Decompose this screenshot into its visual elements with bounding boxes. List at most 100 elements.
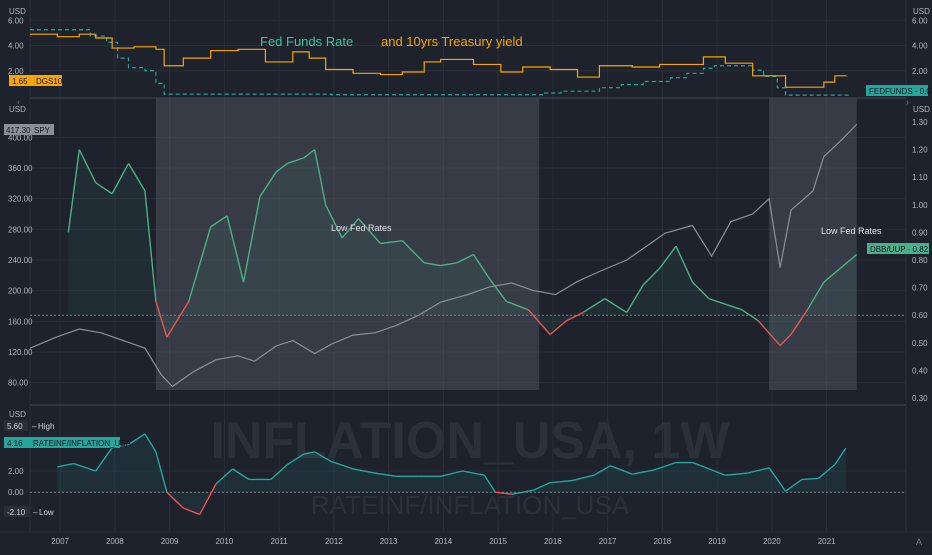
dbb-uup-segment[interactable] [325,204,343,239]
inflation-segment[interactable] [708,468,726,476]
fedfunds-series-line[interactable] [30,29,852,96]
dbb-uup-segment[interactable] [725,303,742,311]
dbb-uup-segment[interactable] [210,215,228,228]
inflation-segment[interactable] [747,467,770,474]
inflation-segment[interactable] [817,464,836,479]
dbb-uup-segment[interactable] [806,281,825,311]
dbb-uup-segment[interactable] [127,163,146,192]
inflation-segment[interactable] [533,482,551,491]
inflation-segment[interactable] [73,462,96,472]
dbb-uup-segment[interactable] [67,149,80,233]
dbb-uup-segment[interactable] [95,182,113,195]
inflation-segment[interactable] [95,447,113,472]
dbb-uup-segment[interactable] [472,254,491,280]
dbb-uup-segment[interactable] [790,309,809,335]
dbb-uup-segment[interactable] [549,320,568,336]
inflation-segment[interactable] [166,491,184,509]
inflation-segment[interactable] [303,451,315,455]
inflation-pane-series[interactable] [30,433,906,516]
inflation-segment[interactable] [286,453,305,466]
dbb-uup-segment[interactable] [456,253,474,264]
dbb-uup-segment[interactable] [675,245,694,283]
dbb-uup-segment[interactable] [582,298,606,314]
inflation-segment[interactable] [215,468,234,485]
dbb-uup-segment[interactable] [779,334,792,347]
badge-high[interactable]: 5.60 – High [4,420,54,431]
inflation-segment[interactable] [155,451,168,493]
inflation-segment[interactable] [144,433,157,453]
dbb-uup-segment[interactable] [188,226,212,302]
dbb-uup-segment[interactable] [303,149,316,159]
inflation-segment[interactable] [653,461,677,471]
dbb-uup-segment[interactable] [357,218,381,244]
inflation-segment[interactable] [768,467,787,492]
dbb-uup-segment[interactable] [757,320,781,347]
inflation-segment[interactable] [374,472,397,477]
inflation-segment[interactable] [183,507,200,516]
inflation-segment[interactable] [57,462,74,468]
expand-pane-icon[interactable]: › [906,97,909,107]
dbb-uup-segment[interactable] [489,278,507,302]
dbb-uup-segment[interactable] [166,301,190,338]
inflation-segment[interactable] [330,460,354,470]
auto-scale-icon[interactable]: A [916,537,922,547]
dbb-uup-segment[interactable] [823,267,841,283]
dbb-uup-segment[interactable] [341,218,360,239]
inflation-segment[interactable] [495,491,512,496]
dbb-uup-segment[interactable] [708,297,726,305]
inflation-segment[interactable] [270,464,288,480]
rates-pane-series[interactable] [30,29,852,96]
badge-low[interactable]: -2.10 – Low [4,506,54,517]
inflation-segment[interactable] [610,465,633,475]
inflation-segment[interactable] [232,468,250,481]
dbb-uup-segment[interactable] [155,301,168,338]
dbb-uup-segment[interactable] [604,298,628,314]
dbb-uup-segment[interactable] [259,171,277,197]
dbb-uup-segment[interactable] [691,281,710,300]
dbb-uup-segment[interactable] [506,300,529,311]
badge-dbb-uup[interactable]: DBB/UUP · 0.82 [867,243,929,254]
dbb-uup-segment[interactable] [839,253,858,269]
inflation-segment[interactable] [199,483,217,515]
dbb-uup-segment[interactable] [741,309,759,322]
inflation-segment[interactable] [550,479,573,484]
dbb-uup-segment[interactable] [287,157,304,165]
dbb-uup-segment[interactable] [380,239,403,245]
dbb-uup-segment[interactable] [527,309,551,335]
inflation-segment[interactable] [462,470,485,476]
inflation-segment[interactable] [128,433,146,446]
inflation-segment[interactable] [571,474,595,482]
badge-fedfunds[interactable]: FEDFUNDS · 0.07 [866,85,932,96]
inflation-segment[interactable] [692,461,710,470]
dbb-uup-segment[interactable] [275,162,288,173]
inflation-segment[interactable] [511,489,534,496]
inflation-segment[interactable] [483,474,496,493]
dbb-uup-segment[interactable] [440,262,458,267]
inflation-segment[interactable] [593,465,611,476]
inflation-segment[interactable] [785,478,803,492]
inflation-segment[interactable] [632,469,655,475]
dbb-uup-segment[interactable] [78,149,97,184]
dbb-uup-segment[interactable] [144,190,157,302]
collapse-pane-icon[interactable]: ‹ [17,97,20,107]
dbb-uup-segment[interactable] [401,240,425,264]
dbb-uup-segment[interactable] [566,311,584,322]
dbb-uup-segment[interactable] [242,196,261,283]
dbb-uup-segment[interactable] [626,284,644,313]
inflation-segment[interactable] [725,472,748,476]
spy-series-line[interactable] [29,123,858,388]
inflation-segment[interactable] [440,470,463,477]
inflation-segment[interactable] [801,477,819,481]
dbb-uup-segment[interactable] [424,262,441,267]
dgs10-series-line[interactable] [30,33,847,88]
inflation-segment[interactable] [352,468,376,474]
dbb-uup-segment[interactable] [111,163,130,195]
inflation-segment[interactable] [314,451,332,463]
badge-dgs10[interactable]: 1.65 DGS10 [9,75,63,86]
dbb-uup-segment[interactable] [659,245,677,269]
dbb-uup-segment[interactable] [314,149,327,205]
dbb-uup-segment[interactable] [642,267,661,286]
price-pane-series[interactable] [29,123,906,388]
dbb-uup-segment[interactable] [226,215,245,283]
inflation-segment[interactable] [834,447,847,466]
